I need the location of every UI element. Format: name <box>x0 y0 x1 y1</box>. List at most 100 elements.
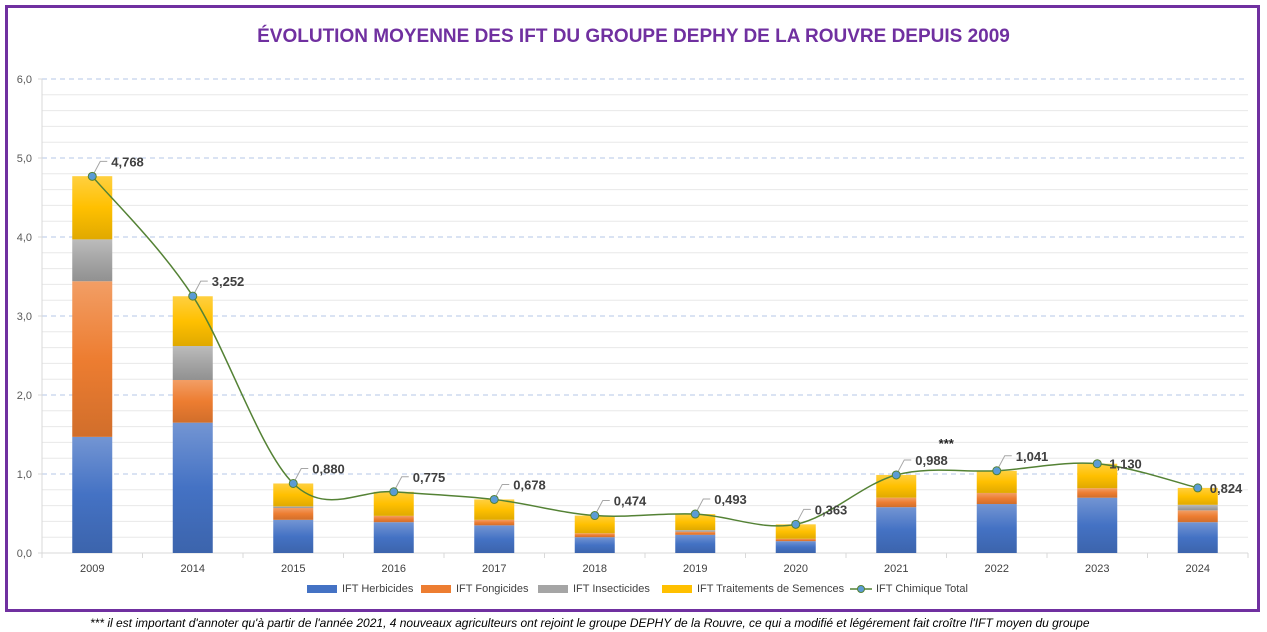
y-tick-label: 0,0 <box>17 548 32 560</box>
label-leader <box>493 483 510 500</box>
bar-ift-herbicides-2020 <box>775 541 816 553</box>
total-data-label: 0,880 <box>312 461 345 476</box>
bar-ift-fongicides-2018 <box>574 533 615 538</box>
total-data-label: 0,775 <box>413 470 446 485</box>
total-line <box>91 175 1198 527</box>
bar-ift-traitements-de-semences-2020 <box>775 524 816 539</box>
bar-ift-fongicides-2014 <box>172 379 213 423</box>
bar-ift-traitements-de-semences-2014 <box>172 296 213 347</box>
bar-ift-herbicides-2014 <box>172 422 213 553</box>
legend-item: IFT Chimique Total <box>850 583 968 595</box>
label-leader <box>594 500 610 516</box>
bar-ift-herbicides-2023 <box>1077 497 1118 553</box>
bar-ift-fongicides-2016 <box>373 515 414 523</box>
total-data-label: 0,678 <box>513 477 546 492</box>
bar-ift-traitements-de-semences-2017 <box>474 499 515 520</box>
legend-item: IFT Insecticides <box>538 583 650 595</box>
bar-ift-traitements-de-semences-2009 <box>72 176 113 240</box>
legend-item: IFT Fongicides <box>421 583 529 595</box>
x-tick-label: 2019 <box>683 563 707 575</box>
total-marker-2022 <box>992 466 1002 476</box>
x-tick-label: 2024 <box>1186 563 1210 575</box>
total-data-label: 0,474 <box>614 494 647 509</box>
total-marker-2014 <box>188 291 198 301</box>
bar-ift-traitements-de-semences-2024 <box>1177 487 1218 505</box>
bar-ift-herbicides-2009 <box>72 436 113 553</box>
bar-ift-fongicides-2015 <box>273 507 314 520</box>
total-data-label: 1,041 <box>1016 449 1049 464</box>
bar-ift-fongicides-2017 <box>474 519 515 526</box>
label-leader <box>795 508 811 525</box>
total-marker-2023 <box>1092 459 1102 469</box>
label-leader <box>694 498 711 515</box>
bar-ift-herbicides-2017 <box>474 525 515 553</box>
legend-swatch <box>421 585 451 593</box>
total-data-label: 3,252 <box>212 274 245 289</box>
bar-ift-herbicides-2018 <box>574 537 615 553</box>
bar-ift-fongicides-2019 <box>675 531 716 535</box>
total-data-label: 0,493 <box>714 492 747 507</box>
annotation-asterisks: *** <box>939 436 955 451</box>
bar-ift-insecticides-2019 <box>675 530 716 532</box>
label-leader <box>393 476 409 493</box>
bar-ift-herbicides-2019 <box>675 534 716 553</box>
x-tick-label: 2022 <box>985 563 1009 575</box>
y-tick-label: 3,0 <box>17 311 32 323</box>
legend-swatch <box>662 585 692 593</box>
legend-label: IFT Herbicides <box>342 583 414 595</box>
bar-ift-fongicides-2020 <box>775 538 816 542</box>
bar-ift-traitements-de-semences-2015 <box>273 483 314 507</box>
total-data-label: 0,824 <box>1210 481 1243 496</box>
y-tick-label: 2,0 <box>17 390 32 402</box>
y-tick-label: 6,0 <box>17 74 32 86</box>
x-tick-label: 2018 <box>583 563 607 575</box>
legend-item: IFT Traitements de Semences <box>662 583 844 595</box>
label-leader <box>895 459 912 476</box>
bar-ift-insecticides-2024 <box>1177 504 1218 511</box>
total-marker-2017 <box>489 494 499 504</box>
x-tick-label: 2023 <box>1085 563 1109 575</box>
legend-label: IFT Chimique Total <box>876 583 968 595</box>
legend-swatch <box>538 585 568 593</box>
total-data-label: 0,988 <box>915 453 948 468</box>
bar-ift-fongicides-2024 <box>1177 510 1218 523</box>
y-tick-label: 4,0 <box>17 232 32 244</box>
legend-item: IFT Herbicides <box>307 583 413 595</box>
bar-ift-fongicides-2009 <box>72 281 113 437</box>
bar-ift-traitements-de-semences-2021 <box>876 474 917 498</box>
x-tick-label: 2015 <box>281 563 305 575</box>
total-marker-2021 <box>891 470 901 480</box>
bar-ift-herbicides-2015 <box>273 519 314 553</box>
chart-title: ÉVOLUTION MOYENNE DES IFT DU GROUPE DEPH… <box>257 26 1010 47</box>
legend-label: IFT Traitements de Semences <box>697 583 845 595</box>
total-marker-2024 <box>1193 483 1203 493</box>
x-tick-label: 2009 <box>80 563 104 575</box>
legend-label: IFT Fongicides <box>456 583 529 595</box>
x-tick-label: 2017 <box>482 563 506 575</box>
label-leader <box>192 280 208 297</box>
footnote: *** il est important d'annoter qu'à part… <box>90 616 1090 630</box>
y-tick-label: 5,0 <box>17 153 32 165</box>
bar-ift-traitements-de-semences-2019 <box>675 514 716 531</box>
x-tick-label: 2014 <box>181 563 205 575</box>
total-marker-2018 <box>590 511 600 521</box>
bar-ift-herbicides-2016 <box>373 522 414 553</box>
bar-ift-insecticides-2015 <box>273 506 314 508</box>
total-marker-2015 <box>288 478 298 488</box>
legend-swatch <box>307 585 337 593</box>
legend-swatch <box>850 585 872 593</box>
total-marker-2019 <box>690 509 700 519</box>
total-data-label: 1,130 <box>1109 457 1142 472</box>
total-data-label: 0,363 <box>815 502 848 517</box>
x-tick-label: 2016 <box>382 563 406 575</box>
total-marker-2009 <box>87 171 97 181</box>
bar-ift-fongicides-2022 <box>976 492 1017 505</box>
x-tick-label: 2021 <box>884 563 908 575</box>
label-leader <box>292 467 309 484</box>
bar-ift-traitements-de-semences-2018 <box>574 515 615 534</box>
x-tick-label: 2020 <box>784 563 808 575</box>
y-tick-label: 1,0 <box>17 469 32 481</box>
bar-ift-insecticides-2014 <box>172 346 213 380</box>
label-leader <box>996 455 1012 471</box>
